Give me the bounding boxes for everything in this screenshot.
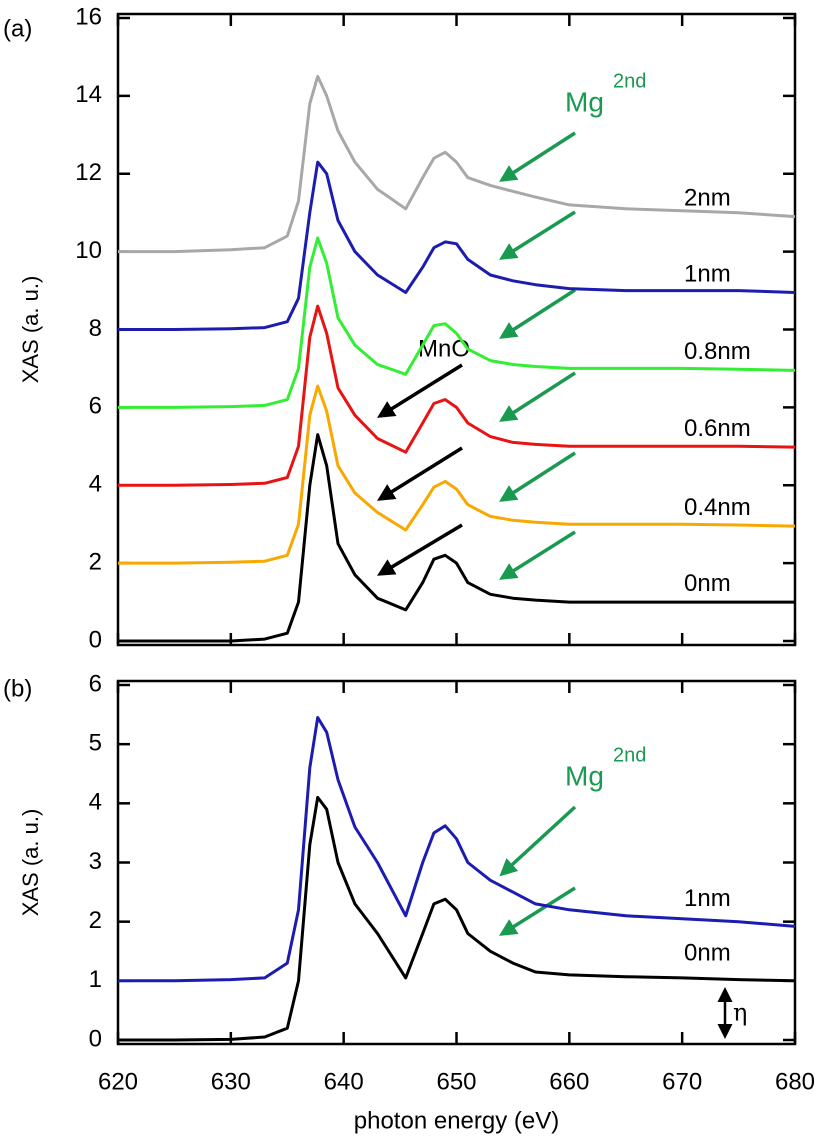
arrow [499,371,576,422]
y-tick-label: 8 [89,315,102,342]
series-label: 0.6nm [684,415,751,442]
series-label: 0.8nm [684,338,751,365]
y-tick-label: 6 [89,670,102,697]
y-tick-label: 10 [75,237,102,264]
series-label: 1nm [684,260,731,287]
arrow [377,446,463,501]
x-tick-label: 630 [211,1068,251,1095]
series-label: 0.4nm [684,494,751,521]
series-line [118,716,796,983]
y-tick-label: 2 [89,548,102,575]
y-tick-label: 0 [89,1025,102,1052]
panel-label: (a) [3,15,32,42]
arrow [499,131,576,182]
series-line [118,74,796,254]
series-line [118,236,796,409]
x-tick-label: 620 [98,1068,138,1095]
y-tick-label: 16 [75,3,102,30]
annotation: Mg [565,760,604,791]
arrow [499,451,576,502]
arrow [377,363,463,418]
y-tick-label: 3 [89,848,102,875]
series-line [118,304,796,487]
annotation: Mg [565,86,604,117]
y-tick-label: 14 [75,81,102,108]
annotation-superscript: 2nd [613,70,646,92]
arrow [499,530,576,580]
series-label: 2nm [684,184,731,211]
arrow [376,523,463,576]
y-tick-label: 6 [89,393,102,420]
y-tick-label: 4 [89,789,102,816]
x-tick-label: 680 [775,1068,815,1095]
x-tick-label: 640 [324,1068,364,1095]
series-line [118,384,796,565]
series-line [118,795,796,1042]
x-tick-label: 660 [549,1068,589,1095]
y-tick-label: 12 [75,159,102,186]
y-tick-label: 0 [89,626,102,653]
y-axis-label: XAS (a. u.) [18,809,43,917]
series-label: 0nm [684,570,731,597]
series-label: 0nm [684,940,731,967]
annotation-arrows [376,131,733,1039]
plot-frame [116,679,797,1046]
y-axis-label: XAS (a. u.) [18,276,43,384]
y-tick-label: 1 [89,966,102,993]
x-tick-label: 650 [436,1068,476,1095]
y-tick-label: 5 [89,730,102,757]
series-label: 1nm [684,885,731,912]
y-tick-label: 4 [89,471,102,498]
panel-label: (b) [3,675,32,702]
x-axis-label: photon energy (eV) [354,1107,559,1134]
y-tick-label: 2 [89,907,102,934]
arrow [499,886,576,936]
series-line [118,433,795,643]
annotation-superscript: 2nd [613,744,646,766]
arrow [499,210,576,260]
annotation: η [733,999,747,1027]
series-line [118,160,796,331]
arrow [499,288,576,339]
x-tick-label: 670 [662,1068,702,1095]
arrow [499,805,577,877]
